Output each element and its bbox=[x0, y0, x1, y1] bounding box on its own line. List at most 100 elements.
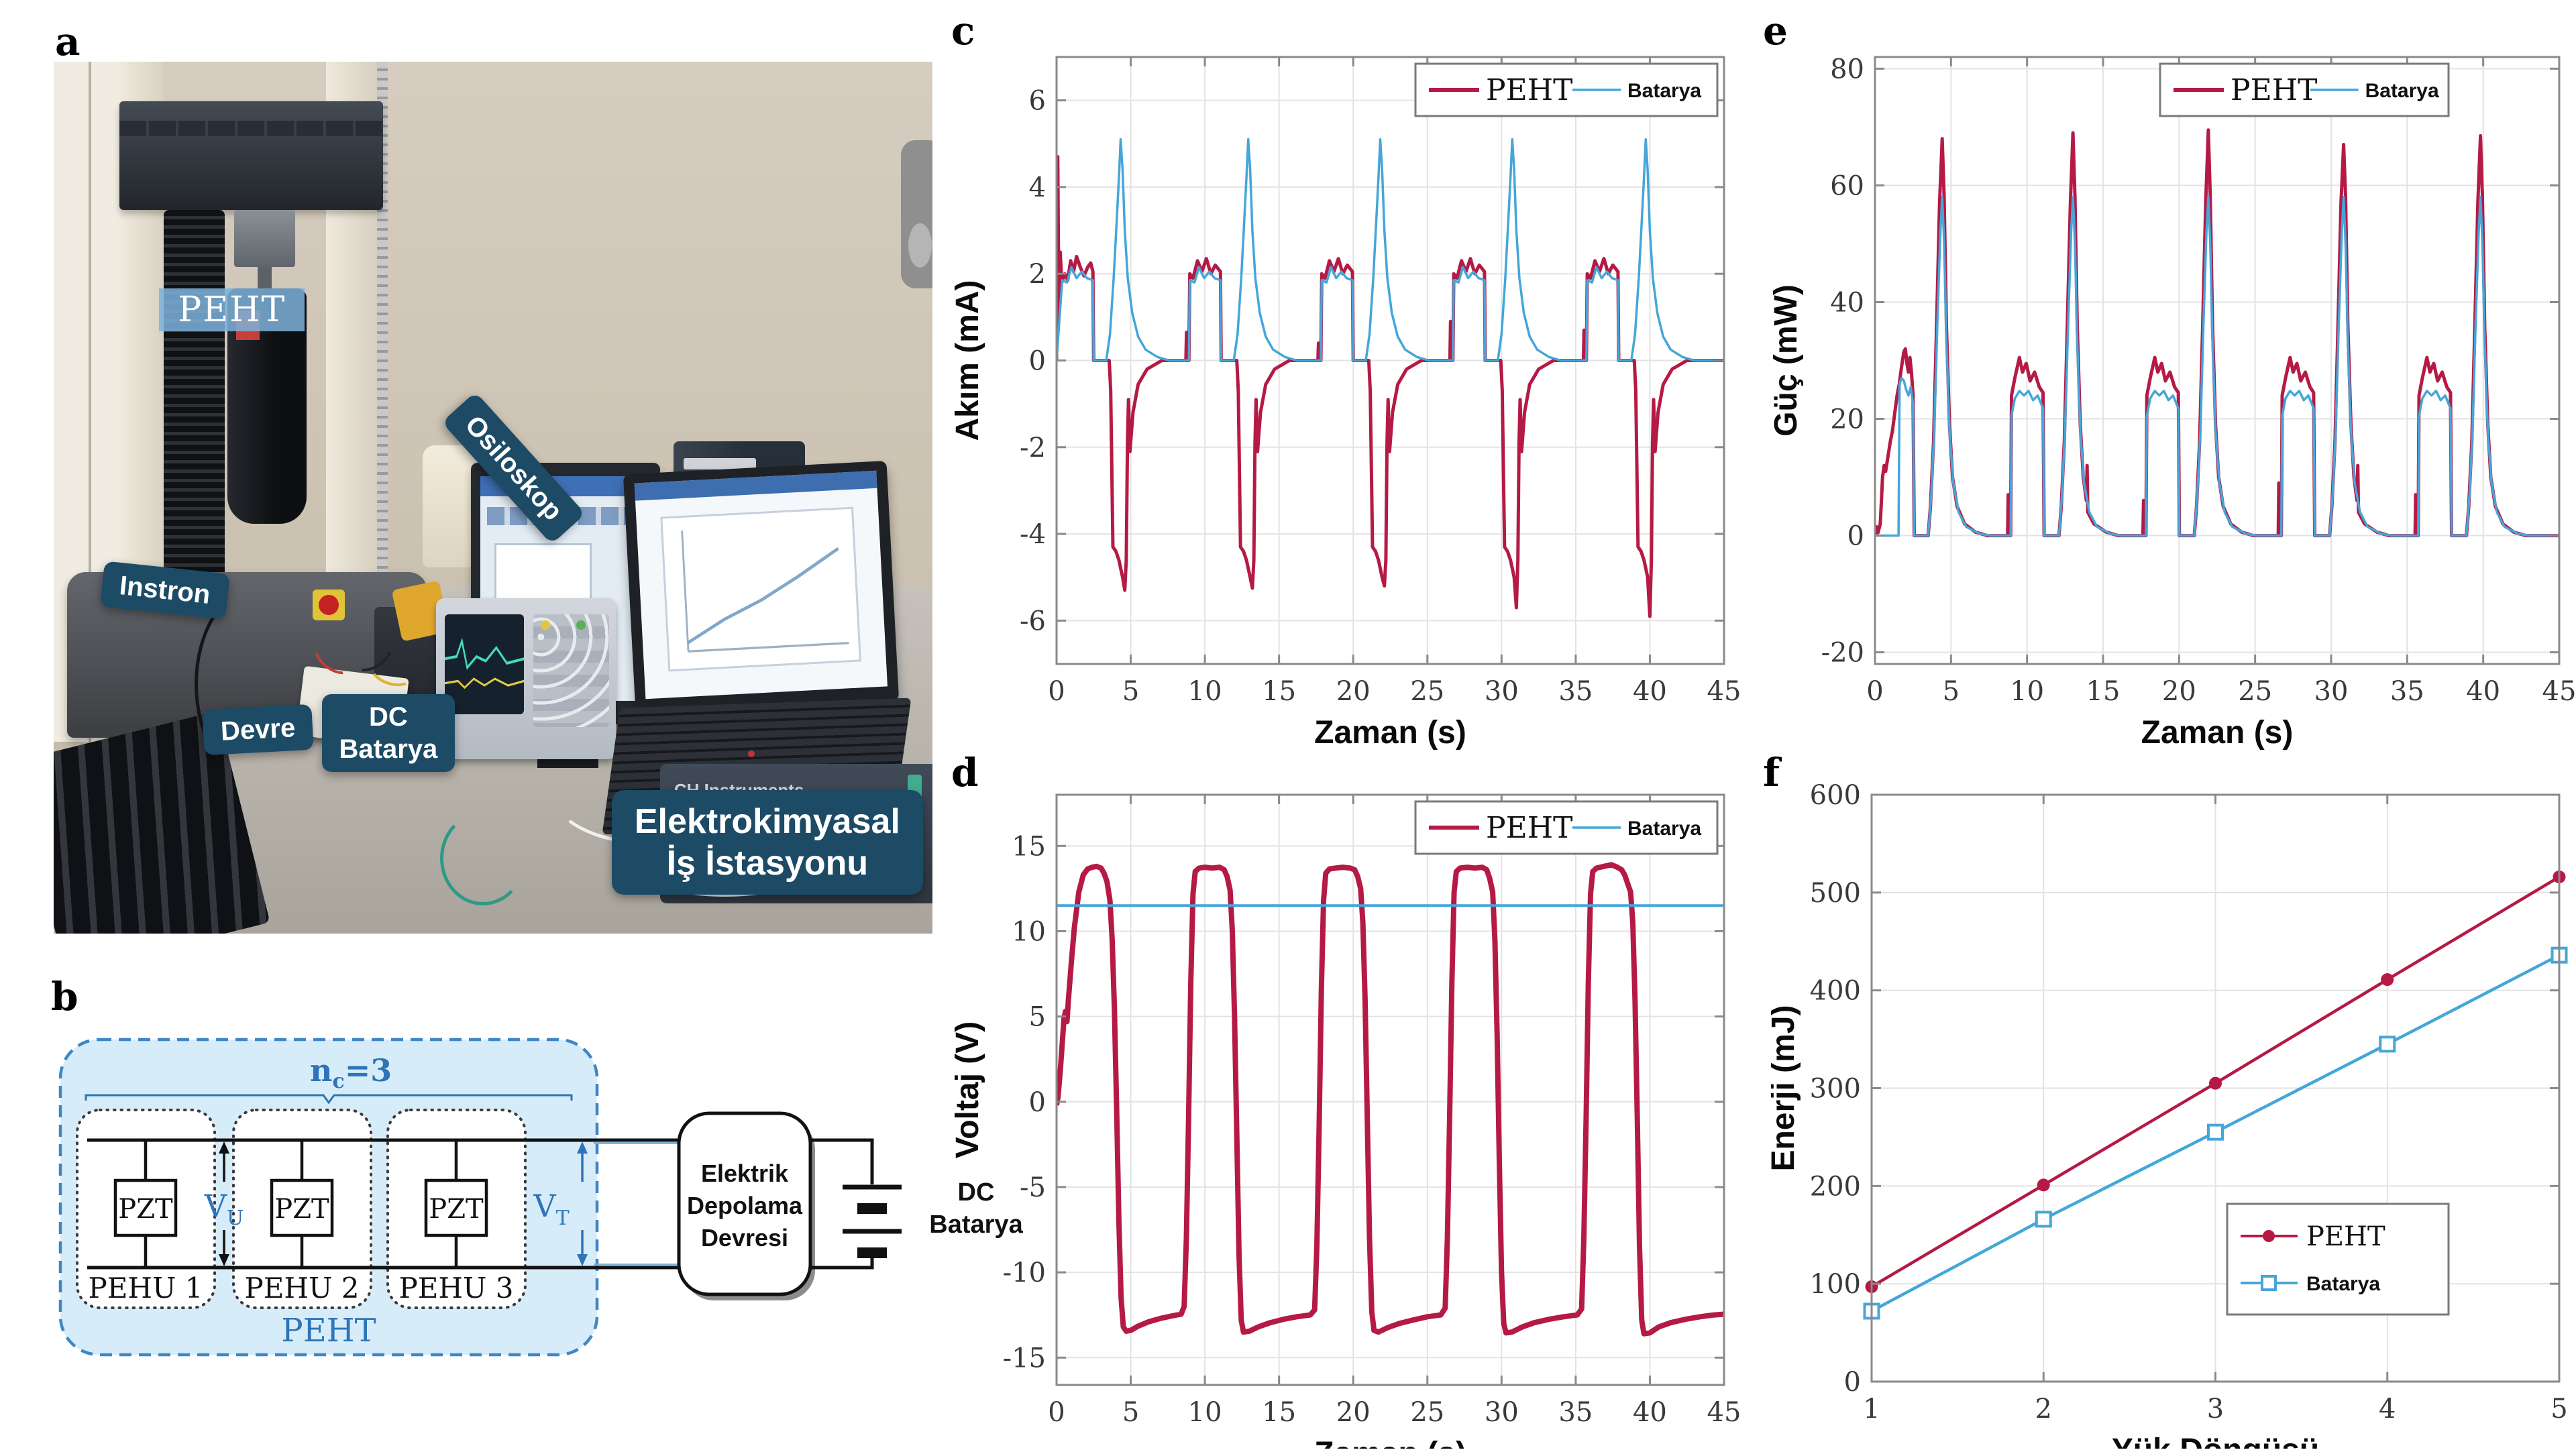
oscilloscope bbox=[435, 598, 616, 759]
svg-text:PEHT: PEHT bbox=[1486, 811, 1572, 845]
chart-svg-d: 0 5 10 15 20 25 30 35 40 45 -15 -10 -5 0 5 10 15 Zaman (s… bbox=[950, 793, 1741, 1452]
label-workstation-line2: İş İstasyonu bbox=[666, 843, 869, 883]
svg-text:Güç (mW): Güç (mW) bbox=[1771, 284, 1804, 437]
svg-text:15: 15 bbox=[1012, 831, 1046, 862]
pzt-box-2 bbox=[270, 1178, 334, 1237]
label-workstation-line1: Elektrokimyasal bbox=[634, 801, 900, 841]
svg-text:4: 4 bbox=[1029, 172, 1046, 203]
svg-text:15: 15 bbox=[1262, 676, 1296, 707]
green-wire bbox=[440, 812, 527, 905]
svg-text:PEHT: PEHT bbox=[2231, 73, 2317, 107]
oscilloscope-knob-yellow bbox=[540, 620, 550, 630]
black-cable bbox=[194, 585, 324, 783]
svg-text:45: 45 bbox=[2542, 676, 2576, 707]
svg-text:Batarya: Batarya bbox=[1627, 80, 1701, 102]
chart-svg-c: 0 5 10 15 20 25 30 35 40 45 -6 -4 -2 0 2 4 6 Zaman (s) Akı… bbox=[950, 56, 1741, 750]
panel-letter-b: b bbox=[51, 974, 78, 1019]
svg-text:5: 5 bbox=[1122, 676, 1139, 707]
nc-equals-3-label: nc=3 bbox=[310, 1052, 392, 1093]
svg-text:-20: -20 bbox=[1821, 638, 1864, 669]
chart-svg-f: 1 2 3 4 5 0 100 200 300 400 500 600 Yük Döngüsü Enerj… bbox=[1766, 780, 2568, 1452]
svg-text:Batarya: Batarya bbox=[1627, 818, 1701, 840]
svg-text:20: 20 bbox=[2162, 676, 2196, 707]
svg-text:-6: -6 bbox=[1020, 606, 1046, 636]
panel-letter-c: c bbox=[951, 8, 975, 54]
laptop bbox=[623, 460, 900, 714]
svg-text:4: 4 bbox=[2379, 1394, 2396, 1425]
svg-text:0: 0 bbox=[1048, 676, 1065, 707]
pehu2-label: PEHU 2 bbox=[244, 1272, 359, 1304]
svg-text:30: 30 bbox=[1485, 1397, 1519, 1428]
battery-label-batarya: Batarya bbox=[929, 1211, 1023, 1239]
svg-text:0: 0 bbox=[1029, 1087, 1046, 1118]
svg-text:5: 5 bbox=[1943, 676, 1960, 707]
svg-text:5: 5 bbox=[1029, 1002, 1046, 1033]
svg-text:Zaman (s): Zaman (s) bbox=[1314, 1436, 1466, 1449]
vt-arrow bbox=[577, 1141, 588, 1266]
svg-text:15: 15 bbox=[2086, 676, 2121, 707]
load-cell bbox=[233, 210, 296, 267]
chart-current-vs-time: 0 5 10 15 20 25 30 35 40 45 -6 -4 -2 0 2 4 6 Zaman (s) Akı… bbox=[939, 0, 1784, 755]
svg-text:PEHT: PEHT bbox=[2306, 1221, 2385, 1252]
pzt-box-3 bbox=[424, 1178, 488, 1237]
svg-text:500: 500 bbox=[1810, 878, 1861, 909]
laptop-screen bbox=[634, 470, 888, 699]
brace bbox=[85, 1094, 573, 1105]
svg-text:0: 0 bbox=[1029, 346, 1046, 377]
svg-text:-4: -4 bbox=[1020, 519, 1046, 550]
svg-text:-5: -5 bbox=[1020, 1172, 1046, 1203]
lab-photo: CH Instruments PEHT Osiloskop Instron De… bbox=[54, 62, 932, 934]
label-peht: PEHT bbox=[159, 288, 305, 331]
panel-letter-e: e bbox=[1763, 8, 1788, 54]
pzt-unit-1: PZT bbox=[113, 1140, 178, 1268]
pzt-box-1 bbox=[113, 1178, 178, 1237]
svg-text:5: 5 bbox=[1122, 1397, 1139, 1428]
svg-text:35: 35 bbox=[1558, 676, 1593, 707]
label-dc-batarya: DC Batarya bbox=[321, 693, 455, 772]
svg-text:10: 10 bbox=[1188, 676, 1222, 707]
svg-text:20: 20 bbox=[1336, 1397, 1371, 1428]
svg-text:2: 2 bbox=[1029, 259, 1046, 290]
svg-text:0: 0 bbox=[1866, 676, 1883, 707]
panel-letter-f: f bbox=[1763, 750, 1780, 795]
svg-text:Akım (mA): Akım (mA) bbox=[950, 280, 985, 441]
laptop-chart bbox=[681, 530, 849, 653]
instron-bellows bbox=[163, 210, 225, 585]
svg-text:Batarya: Batarya bbox=[2306, 1273, 2380, 1295]
chart-power-vs-time: 0 5 10 15 20 25 30 35 40 45 -20 0 20 40 60 80 Zaman (s) G… bbox=[1768, 0, 2576, 755]
svg-text:Zaman (s): Zaman (s) bbox=[1314, 715, 1466, 750]
svg-text:25: 25 bbox=[1410, 676, 1444, 707]
oscilloscope-screen bbox=[445, 614, 525, 714]
label-devre: Devre bbox=[202, 704, 314, 756]
svg-text:-2: -2 bbox=[1020, 433, 1046, 463]
vu-label: VU bbox=[204, 1188, 244, 1230]
svg-text:Enerji (mJ): Enerji (mJ) bbox=[1771, 1005, 1801, 1171]
laptop-plot-area bbox=[660, 506, 861, 671]
svg-text:5: 5 bbox=[2551, 1394, 2567, 1425]
panel-letter-d: d bbox=[951, 750, 979, 795]
svg-text:Zaman (s): Zaman (s) bbox=[2141, 715, 2294, 750]
svg-text:10: 10 bbox=[1188, 1397, 1222, 1428]
svg-text:40: 40 bbox=[2466, 676, 2500, 707]
svg-text:6: 6 bbox=[1029, 86, 1046, 117]
oscilloscope-knob-green bbox=[576, 620, 586, 630]
svg-text:10: 10 bbox=[1012, 916, 1046, 947]
svg-text:30: 30 bbox=[1485, 676, 1519, 707]
label-workstation: Elektrokimyasal İş İstasyonu bbox=[611, 789, 923, 895]
svg-text:400: 400 bbox=[1810, 976, 1861, 1007]
svg-text:Voltaj (V): Voltaj (V) bbox=[950, 1021, 985, 1158]
svg-text:80: 80 bbox=[1830, 54, 1864, 85]
svg-text:15: 15 bbox=[1262, 1397, 1296, 1428]
vu-arrow bbox=[219, 1141, 229, 1266]
svg-text:300: 300 bbox=[1810, 1074, 1861, 1105]
wall-mount bbox=[900, 140, 932, 288]
svg-text:PEHT: PEHT bbox=[1486, 73, 1572, 107]
storage-line3: Devresi bbox=[701, 1224, 788, 1251]
svg-text:0: 0 bbox=[1844, 1367, 1861, 1398]
svg-text:45: 45 bbox=[1707, 1397, 1741, 1428]
label-dc-batarya-line1: DC bbox=[369, 702, 408, 732]
storage-box bbox=[677, 1111, 812, 1296]
svg-text:45: 45 bbox=[1707, 676, 1741, 707]
pehu1-label: PEHU 1 bbox=[88, 1272, 203, 1304]
